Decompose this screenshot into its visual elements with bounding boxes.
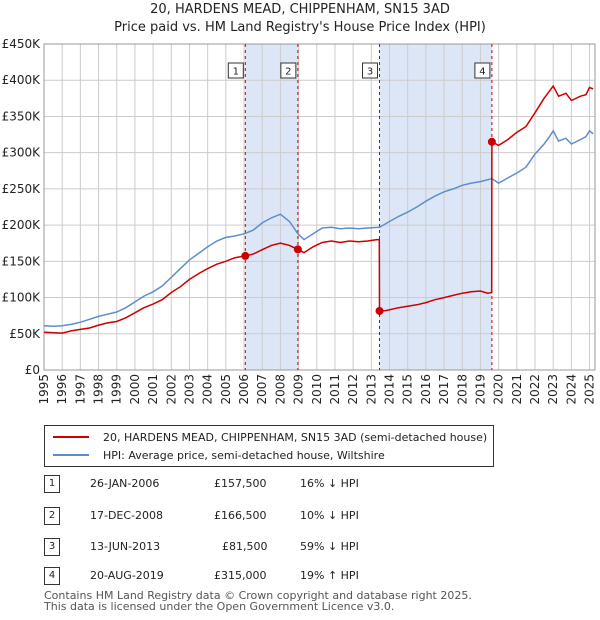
- property-series-line: [43, 84, 594, 334]
- y-tick-label: £350K: [2, 109, 42, 123]
- transaction-date: 13-JUN-2013: [90, 540, 161, 553]
- x-tick-label: 1996: [55, 374, 69, 405]
- x-tick-label: 2013: [364, 374, 378, 405]
- x-tick-label: 2005: [219, 374, 233, 405]
- y-tick-label: £100K: [2, 291, 42, 305]
- x-tick-label: 2016: [419, 374, 433, 405]
- x-tick-label: 2020: [492, 374, 506, 405]
- plot-area: [44, 44, 595, 370]
- chart-title: 20, HARDENS MEAD, CHIPPENHAM, SN15 3AD: [150, 2, 450, 17]
- x-tick-label: 2007: [255, 374, 269, 405]
- event-marker-label: 2: [285, 67, 291, 78]
- x-tick-label: 2000: [128, 374, 142, 405]
- sale-point: [241, 251, 250, 260]
- x-tick-label: 2021: [510, 374, 524, 405]
- transaction-badge: 4: [44, 567, 60, 585]
- x-tick-label: 2002: [164, 374, 178, 405]
- x-tick-label: 2018: [455, 374, 469, 405]
- event-marker-box: [474, 62, 491, 79]
- transaction-hpi: 59% ↓ HPI: [300, 540, 359, 553]
- x-tick-label: 2023: [546, 374, 560, 405]
- x-tick-label: 1999: [110, 374, 124, 405]
- legend-label-property: 20, HARDENS MEAD, CHIPPENHAM, SN15 3AD (…: [103, 430, 488, 444]
- legend-item-property: 20, HARDENS MEAD, CHIPPENHAM, SN15 3AD (…: [53, 429, 487, 445]
- y-tick-label: £300K: [2, 146, 42, 160]
- y-tick-label: £400K: [2, 73, 42, 87]
- transaction-price: £315,000: [214, 569, 267, 582]
- transaction-badge: 1: [44, 475, 60, 493]
- x-tick-label: 2019: [473, 374, 487, 405]
- footer-line-2: This data is licensed under the Open Gov…: [44, 600, 395, 613]
- event-marker-box: [280, 62, 297, 79]
- x-tick-label: 2022: [528, 374, 542, 405]
- chart-subtitle: Price paid vs. HM Land Registry's House …: [114, 20, 486, 35]
- x-tick-label: 2024: [564, 374, 578, 405]
- x-tick-label: 2003: [182, 374, 196, 405]
- transaction-date: 26-JAN-2006: [90, 477, 160, 490]
- x-tick-label: 2025: [583, 374, 597, 405]
- transaction-price: £81,500: [222, 540, 268, 553]
- y-tick-label: £50K: [9, 327, 41, 341]
- x-tick-label: 1998: [92, 374, 106, 405]
- y-tick-label: £450K: [2, 37, 42, 51]
- transaction-hpi: 16% ↓ HPI: [300, 477, 359, 490]
- transaction-date: 20-AUG-2019: [90, 569, 164, 582]
- x-tick-label: 1995: [37, 374, 51, 405]
- event-marker-label: 4: [479, 67, 485, 78]
- x-tick-label: 2011: [328, 374, 342, 405]
- sale-point: [487, 137, 496, 146]
- plot-frame: [43, 43, 596, 371]
- transaction-date: 17-DEC-2008: [90, 509, 164, 522]
- price-chart: £0 £50K £100K £150K £200K £250K £300K £350K £400…: [2, 37, 597, 405]
- footer-attribution: Contains HM Land Registry data © Crown c…: [44, 590, 472, 612]
- transaction-price: £166,500: [214, 509, 267, 522]
- hpi-series-line: [43, 129, 594, 327]
- ownership-shade: [379, 44, 492, 370]
- sale-point: [293, 245, 302, 254]
- legend-label-hpi: HPI: Average price, semi-detached house,…: [103, 448, 385, 462]
- chart-legend: 20, HARDENS MEAD, CHIPPENHAM, SN15 3AD (…: [44, 425, 494, 467]
- y-tick-label: £250K: [2, 182, 42, 196]
- x-tick-label: 2009: [292, 374, 306, 405]
- transaction-hpi: 19% ↑ HPI: [300, 569, 359, 582]
- sale-point: [375, 306, 384, 315]
- x-tick-label: 2004: [201, 374, 215, 405]
- x-tick-label: 2014: [383, 374, 397, 405]
- x-tick-label: 2010: [310, 374, 324, 405]
- x-tick-label: 2006: [237, 374, 251, 405]
- event-marker-box: [362, 62, 379, 79]
- x-tick-label: 2012: [346, 374, 360, 405]
- transaction-badge: 2: [44, 507, 60, 525]
- y-tick-label: £200K: [2, 218, 42, 232]
- x-tick-label: 2015: [401, 374, 415, 405]
- footer-line-1: Contains HM Land Registry data © Crown c…: [44, 589, 472, 602]
- legend-swatch-hpi: [53, 454, 89, 456]
- x-tick-label: 1997: [73, 374, 87, 405]
- y-tick-label: £0: [25, 363, 40, 377]
- event-marker-label: 1: [233, 67, 239, 78]
- transaction-badge: 3: [44, 538, 60, 556]
- event-marker-box: [227, 62, 244, 79]
- x-tick-label: 2001: [146, 374, 160, 405]
- x-tick-label: 2017: [437, 374, 451, 405]
- legend-swatch-property: [53, 436, 89, 438]
- transaction-hpi: 10% ↓ HPI: [300, 509, 359, 522]
- transaction-price: £157,500: [214, 477, 267, 490]
- x-tick-label: 2008: [273, 374, 287, 405]
- y-tick-label: £150K: [2, 254, 42, 268]
- ownership-shade: [245, 44, 298, 370]
- legend-item-hpi: HPI: Average price, semi-detached house,…: [53, 447, 385, 463]
- event-marker-label: 3: [367, 67, 373, 78]
